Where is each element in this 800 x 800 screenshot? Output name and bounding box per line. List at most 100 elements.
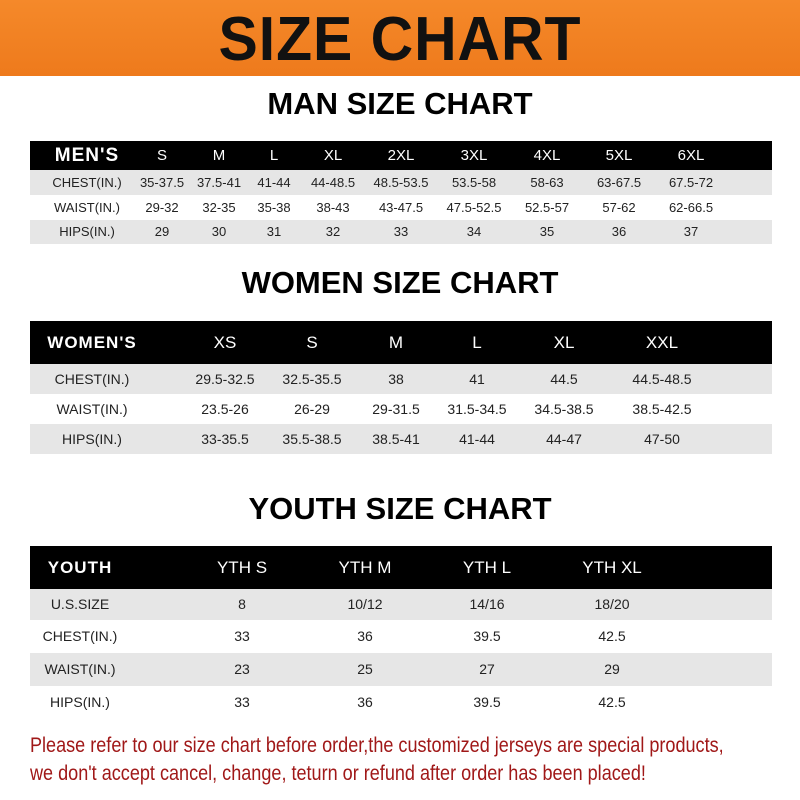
table-row: CHEST(IN.) 33 36 39.5 42.5	[30, 620, 772, 653]
table-row: HIPS(IN.) 33 36 39.5 42.5	[30, 686, 772, 718]
table-cell: 44.5	[550, 371, 578, 387]
table-cell: YTH M	[338, 558, 392, 577]
table-cell: 29	[154, 224, 170, 239]
table-cell: 39.5	[473, 694, 501, 710]
table-cell: S	[156, 147, 168, 164]
table-cell: XL	[553, 333, 575, 352]
table-cell: 67.5-72	[668, 175, 714, 190]
table-cell: 41	[469, 371, 485, 387]
table-cell: 44-48.5	[310, 175, 356, 190]
table-cell: 33	[393, 224, 409, 239]
banner: SIZE CHART	[0, 0, 800, 76]
table-cell: 2XL	[387, 147, 415, 164]
men-size-chart-title: MAN SIZE CHART	[267, 86, 533, 121]
row-label: MEN'S	[54, 145, 120, 166]
youth-size-chart-title: YOUTH SIZE CHART	[248, 491, 552, 526]
row-label: HIPS(IN.)	[59, 224, 115, 239]
table-cell: 14/16	[469, 596, 505, 612]
table-cell: 36	[357, 628, 373, 644]
table-cell: 29	[604, 661, 620, 677]
table-cell: 6XL	[677, 147, 705, 164]
table-cell: 8	[238, 596, 246, 612]
table-cell: 38	[388, 371, 404, 387]
row-label: YOUTH	[47, 558, 113, 577]
table-cell: YTH L	[462, 558, 512, 577]
table-cell: 41-44	[257, 175, 291, 190]
table-row: WAIST(IN.) 23 25 27 29	[30, 653, 772, 686]
table-cell: 38.5-41	[372, 431, 420, 447]
row-label: HIPS(IN.)	[50, 694, 110, 710]
table-cell: 33	[234, 694, 250, 710]
table-cell: 47-50	[644, 431, 680, 447]
table-cell: 33	[234, 628, 250, 644]
table-cell: 31.5-34.5	[447, 401, 507, 417]
table-cell: 47.5-52.5	[446, 200, 502, 215]
table-cell: 27	[479, 661, 495, 677]
table-cell: 52.5-57	[524, 200, 570, 215]
table-cell: L	[269, 147, 279, 164]
row-label: CHEST(IN.)	[54, 371, 130, 387]
table-cell: 30	[211, 224, 227, 239]
row-label: HIPS(IN.)	[62, 431, 122, 447]
table-cell: 29-31.5	[372, 401, 420, 417]
table-cell: 32	[325, 224, 341, 239]
table-cell: YTH XL	[582, 558, 642, 577]
table-cell: 37	[683, 224, 699, 239]
table-cell: 10/12	[347, 596, 383, 612]
table-cell: M	[388, 333, 404, 352]
table-row: CHEST(IN.) 29.5-32.5 32.5-35.5 38 41 44.5 44.5…	[30, 364, 772, 394]
table-cell: 53.5-58	[451, 175, 497, 190]
table-cell: 29-32	[145, 200, 179, 215]
table-cell: 39.5	[473, 628, 501, 644]
table-cell: 41-44	[459, 431, 495, 447]
table-cell: 29.5-32.5	[195, 371, 255, 387]
table-cell: 42.5	[598, 628, 626, 644]
table-cell: 36	[611, 224, 627, 239]
table-cell: 44-47	[546, 431, 582, 447]
row-label: U.S.SIZE	[50, 596, 110, 612]
table-cell: 5XL	[605, 147, 633, 164]
row-label: WOMEN'S	[47, 333, 137, 352]
table-cell: 43-47.5	[378, 200, 424, 215]
row-label: WAIST(IN.)	[54, 200, 120, 215]
table-cell: 23.5-26	[201, 401, 249, 417]
table-cell: 32.5-35.5	[282, 371, 342, 387]
table-cell: 62-66.5	[668, 200, 714, 215]
table-cell: 38.5-42.5	[632, 401, 692, 417]
table-cell: 18/20	[594, 596, 630, 612]
table-cell: 57-62	[602, 200, 636, 215]
table-row: WAIST(IN.) 29-32 32-35 35-38 38-43 43-47.5 47.…	[30, 195, 772, 220]
table-cell: 25	[357, 661, 373, 677]
table-cell: 63-67.5	[596, 175, 642, 190]
table-cell: 35	[539, 224, 555, 239]
note-line-2: we don't accept cancel, change, teturn o…	[30, 762, 646, 785]
row-label: CHEST(IN.)	[42, 628, 118, 644]
table-cell: 32-35	[202, 200, 236, 215]
table-row: U.S.SIZE 8 10/12 14/16 18/20	[30, 589, 772, 620]
header-row: WOMEN'S XS S M L XL XXL	[30, 321, 772, 364]
table-cell: 38-43	[316, 200, 350, 215]
header-row: YOUTH YTH S YTH M YTH L YTH XL	[30, 546, 772, 589]
table-row: WAIST(IN.) 23.5-26 26-29 29-31.5 31.5-34.5 34…	[30, 394, 772, 424]
table-cell: 35-37.5	[139, 175, 185, 190]
table-row: HIPS(IN.) 29 30 31 32 33 34 35 36 37	[30, 220, 772, 244]
table-cell: 26-29	[294, 401, 330, 417]
table-cell: 3XL	[460, 147, 488, 164]
header-row: MEN'S S M L XL 2XL 3XL 4XL 5XL 6XL	[30, 141, 772, 170]
table-cell: 33-35.5	[201, 431, 249, 447]
table-cell: 44.5-48.5	[632, 371, 692, 387]
table-cell: 35-38	[257, 200, 291, 215]
row-label: WAIST(IN.)	[44, 661, 116, 677]
table-cell: 31	[266, 224, 282, 239]
table-cell: 35.5-38.5	[282, 431, 342, 447]
table-row: HIPS(IN.) 33-35.5 35.5-38.5 38.5-41 41-44 44-…	[30, 424, 772, 454]
table-cell: M	[212, 147, 226, 164]
table-cell: 48.5-53.5	[373, 175, 429, 190]
table-cell: 34	[466, 224, 482, 239]
table-cell: 4XL	[533, 147, 561, 164]
women-size-chart-title: WOMEN SIZE CHART	[241, 265, 559, 300]
table-cell: XS	[213, 333, 237, 352]
table-cell: L	[472, 333, 482, 352]
table-cell: XXL	[645, 333, 679, 352]
table-row: CHEST(IN.) 35-37.5 37.5-41 41-44 44-48.5 48.5…	[30, 170, 772, 195]
